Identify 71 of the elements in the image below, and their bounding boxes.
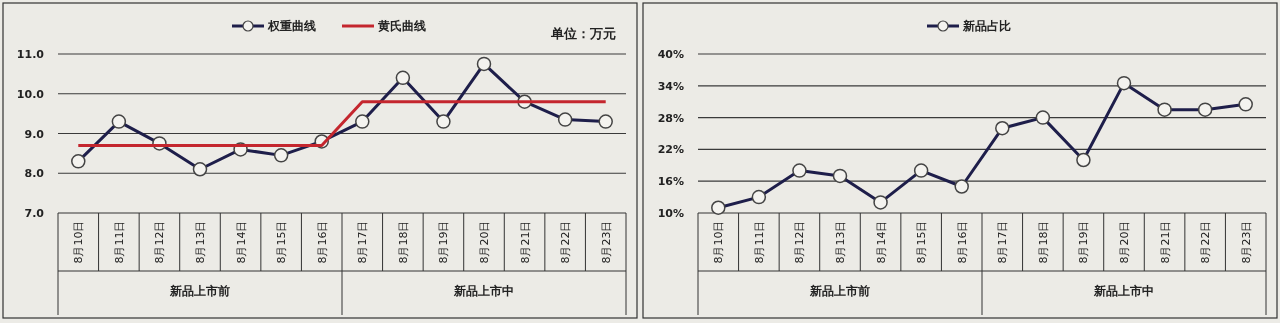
- legend-label: 新品占比: [962, 19, 1011, 33]
- point: [557, 112, 573, 127]
- point: [436, 114, 451, 129]
- point: [995, 120, 1010, 136]
- x-tick-label: 8月17日: [996, 220, 1010, 264]
- text: 新品上市前: [809, 284, 870, 298]
- point: [1035, 110, 1051, 125]
- x-tick-label: 8月15日: [915, 220, 929, 264]
- point: [71, 154, 86, 169]
- x-tick-label: 8月16日: [315, 220, 329, 264]
- y-axis-title: 单位：万元: [550, 26, 616, 41]
- x-tick-label: 8月13日: [834, 220, 847, 264]
- point: [711, 200, 726, 215]
- point: [792, 163, 807, 178]
- point: [598, 114, 613, 129]
- y-tick-label: 9.0: [24, 127, 45, 141]
- point: [1076, 152, 1091, 168]
- text: 新品上市中: [1093, 284, 1154, 298]
- x-tick-label: 8月22日: [559, 220, 573, 264]
- point: [1197, 102, 1213, 117]
- y-tick-label: 8.0: [24, 167, 45, 181]
- y-tick-label: 22%: [657, 143, 684, 157]
- legend-label: 权重曲线: [267, 19, 316, 33]
- x-tick-label: 8月19日: [437, 220, 451, 264]
- point: [1238, 97, 1253, 112]
- x-tick-label: 8月23日: [1239, 220, 1253, 264]
- x-tick-label: 8月21日: [518, 220, 532, 264]
- point: [1116, 75, 1132, 91]
- point: [355, 114, 370, 129]
- x-tick-label: 8月22日: [1199, 220, 1213, 264]
- x-tick-label: 8月12日: [153, 220, 167, 264]
- point: [873, 195, 888, 210]
- x-tick-label: 8月18日: [1036, 220, 1050, 264]
- x-tick-label: 8月18日: [396, 220, 410, 264]
- y-tick-label: 10%: [657, 207, 684, 220]
- x-tick-label: 8月15日: [275, 220, 289, 264]
- x-tick-label: 8月16日: [955, 220, 969, 264]
- text: 新品上市前: [169, 284, 230, 298]
- x-tick-label: 8月20日: [478, 220, 491, 264]
- x-tick-label: 8月21日: [1158, 220, 1172, 264]
- y-tick-label: 10.0: [16, 87, 45, 101]
- point: [1157, 102, 1172, 117]
- point: [395, 70, 411, 86]
- point: [751, 189, 767, 205]
- x-tick-label: 8月12日: [793, 220, 807, 264]
- x-tick-label: 8月11日: [112, 220, 126, 264]
- point: [476, 56, 492, 72]
- y-tick-label: 34%: [657, 79, 684, 93]
- point: [111, 114, 127, 129]
- point: [832, 168, 848, 184]
- x-tick-label: 8月17日: [356, 220, 370, 264]
- x-tick-label: 8月13日: [194, 220, 207, 264]
- point: [913, 163, 929, 178]
- x-tick-label: 8月11日: [752, 220, 766, 264]
- x-tick-label: 8月20日: [1118, 220, 1131, 264]
- text: 新品上市中: [453, 284, 514, 298]
- y-tick-label: 11.0: [16, 48, 45, 61]
- x-tick-label: 8月10日: [712, 220, 726, 264]
- x-tick-label: 8月14日: [874, 220, 888, 264]
- point: [954, 179, 969, 194]
- y-tick-label: 16%: [657, 175, 684, 189]
- point: [192, 162, 208, 177]
- y-tick-label: 7.0: [24, 207, 45, 220]
- x-tick-label: 8月19日: [1077, 220, 1091, 264]
- y-tick-label: 40%: [657, 48, 684, 61]
- y-tick-label: 28%: [657, 111, 684, 125]
- point: [273, 148, 289, 163]
- legend-label: 黄氏曲线: [377, 19, 426, 33]
- x-tick-label: 8月10日: [72, 220, 86, 264]
- x-tick-label: 8月23日: [599, 220, 613, 264]
- x-tick-label: 8月14日: [234, 220, 248, 264]
